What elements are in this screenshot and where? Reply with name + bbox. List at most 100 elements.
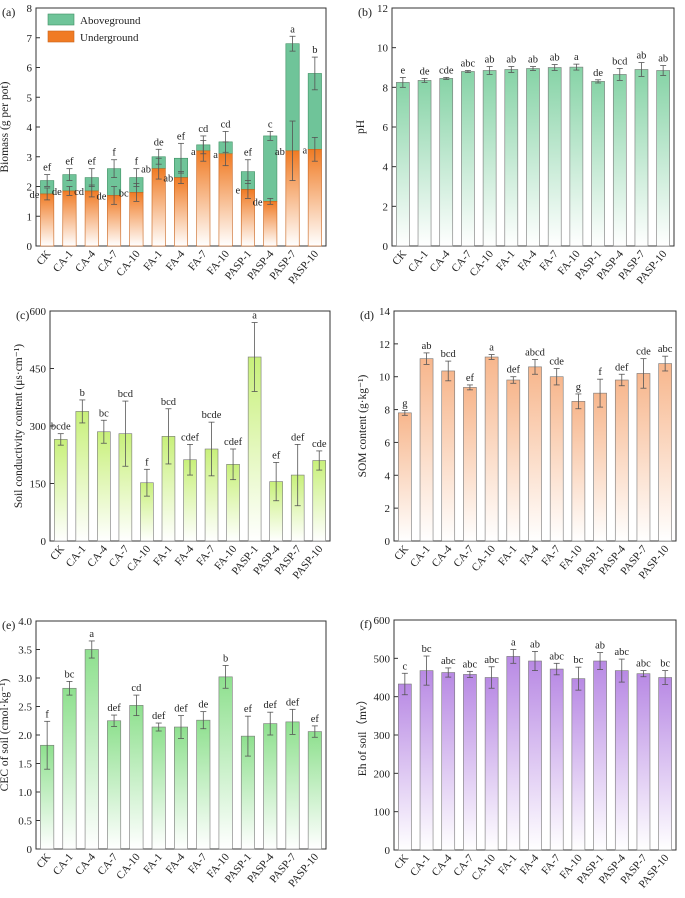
bar (504, 69, 519, 247)
bar (218, 676, 233, 850)
x-tick-label: FA-1 (141, 851, 165, 876)
significance-label-underground: de (96, 191, 106, 202)
y-tick-label: 2 (383, 201, 389, 213)
significance-label: ab (658, 54, 668, 65)
y-axis-label: Soil conductivity content (μs·cm⁻¹) (13, 344, 25, 508)
y-tick-label: 1.0 (18, 787, 32, 799)
y-tick-label: 300 (374, 730, 391, 742)
panel-label: (e) (2, 618, 15, 632)
x-tick-label: FA-4 (516, 248, 540, 273)
x-tick-label: CA-1 (64, 543, 89, 569)
bar (593, 660, 607, 851)
significance-label: def (291, 432, 305, 443)
significance-label: abc (658, 344, 673, 355)
bar-underground (263, 201, 278, 247)
significance-label: a (489, 343, 494, 354)
y-tick-label: 2 (385, 503, 391, 515)
significance-label: ef (466, 373, 475, 384)
x-tick-label: CA-10 (469, 543, 498, 574)
bar-underground (40, 193, 55, 247)
y-tick-label: 4 (27, 122, 33, 134)
significance-label: ab (485, 55, 495, 66)
bar-underground (174, 177, 188, 247)
y-axis-label: SOM content (g·kg⁻¹) (357, 374, 369, 477)
x-tick-label: CK (392, 852, 411, 871)
legend-swatch-underground (47, 30, 75, 43)
significance-label: abc (461, 58, 476, 69)
significance-label-aboveground: cd (198, 124, 209, 135)
x-tick-label: FA-1 (496, 543, 520, 568)
significance-label: g (402, 398, 408, 409)
significance-label: cdef (224, 437, 243, 448)
y-tick-label: 6 (385, 437, 391, 449)
bar (107, 720, 122, 850)
significance-label: def (152, 711, 166, 722)
significance-label: bcde (202, 410, 222, 421)
bar (484, 356, 499, 542)
significance-label: ab (595, 641, 605, 652)
y-axis-label: Biomass (g per pot) (0, 81, 11, 172)
y-tick-label: 500 (374, 653, 391, 665)
significance-label-underground: de (253, 197, 263, 208)
significance-label-underground: a (191, 147, 196, 158)
significance-label: ef (244, 704, 253, 715)
y-tick-label: 12 (377, 3, 388, 15)
significance-label-underground: e (236, 185, 241, 196)
y-axis-label: pH (355, 120, 367, 134)
significance-label: a (89, 629, 94, 640)
significance-label: bcde (51, 422, 71, 433)
significance-label-aboveground: f (135, 157, 139, 168)
y-tick-label: 100 (374, 807, 391, 819)
y-tick-label: 450 (30, 364, 47, 376)
x-tick-label: CA-4 (73, 851, 98, 878)
bar (636, 373, 651, 542)
x-tick-label: CK (392, 543, 411, 562)
significance-label: cd (131, 683, 142, 694)
x-tick-label: CA-4 (430, 543, 455, 570)
bar (506, 379, 521, 542)
significance-label-aboveground: cd (221, 119, 232, 130)
x-tick-label: CA-10 (125, 543, 154, 574)
significance-label-underground: de (52, 187, 62, 198)
bar-underground (62, 190, 77, 247)
significance-label: ab (550, 53, 560, 64)
bar (97, 431, 111, 542)
bar (263, 723, 278, 850)
bar (396, 82, 410, 247)
x-tick-label: CA-4 (428, 248, 453, 275)
significance-label: cde (439, 65, 454, 76)
bar (636, 673, 651, 851)
significance-label: def (264, 700, 278, 711)
bar (419, 670, 434, 851)
panel-f: 0100200300400500600CKCA-1CA-4CA-7CA-10FA… (356, 615, 677, 891)
y-tick-label: 0 (27, 241, 33, 253)
y-tick-label: 0.5 (18, 816, 32, 828)
y-tick-label: 0 (27, 844, 33, 856)
significance-label: ab (528, 55, 538, 66)
x-tick-label: CA-4 (85, 543, 110, 570)
y-tick-label: 14 (379, 306, 391, 318)
y-tick-label: 400 (374, 692, 391, 704)
bar (463, 674, 477, 851)
significance-label-underground: ab (275, 147, 285, 158)
significance-label: a (511, 638, 516, 649)
x-tick-label: CA-10 (467, 248, 496, 279)
significance-label: bcd (612, 56, 628, 67)
significance-label: cde (312, 439, 327, 450)
x-tick-label: CA-10 (114, 248, 143, 279)
significance-label-aboveground: ef (244, 148, 253, 159)
x-tick-label: CA-1 (51, 851, 76, 877)
significance-label: e (401, 65, 406, 76)
legend-label-underground: Underground (80, 32, 139, 44)
panel-c: 0150300450600CKCA-1CA-4CA-7CA-10FA-1FA-4… (13, 306, 331, 582)
x-tick-label: CA-4 (73, 248, 98, 275)
bar (398, 683, 412, 851)
bar (614, 379, 629, 542)
bar (658, 363, 672, 542)
significance-label: def (107, 703, 121, 714)
significance-label-underground: ab (163, 174, 173, 185)
bar (526, 68, 540, 247)
legend-label-aboveground: Aboveground (80, 15, 141, 27)
y-tick-label: 3.5 (18, 645, 32, 657)
bar (463, 387, 477, 542)
